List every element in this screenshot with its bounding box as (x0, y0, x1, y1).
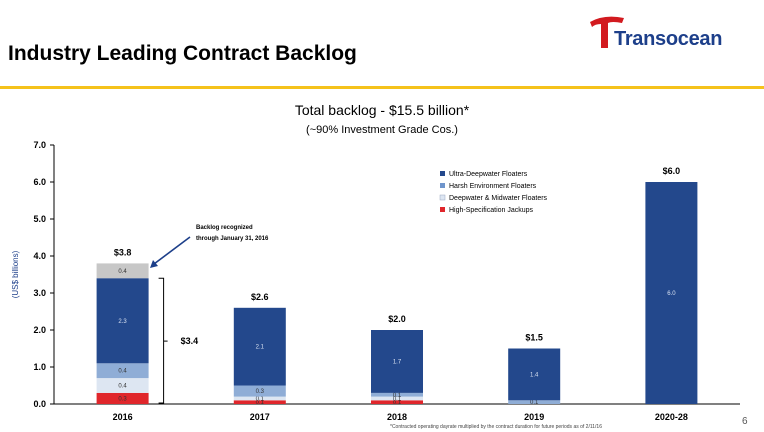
transocean-logo (590, 16, 624, 48)
bar-data-label: 2.3 (118, 319, 127, 325)
bar-segment (508, 348, 561, 401)
slide-title: Industry Leading Contract Backlog (8, 42, 357, 65)
bar-segment (233, 307, 286, 386)
x-tick-label: 2019 (524, 412, 544, 422)
legend-swatch (439, 194, 446, 201)
bar-total-label: $6.0 (663, 166, 681, 176)
y-tick-label: 6.0 (33, 177, 46, 187)
legend-entry: Deepwater & Midwater Floaters (449, 195, 548, 202)
y-tick-label: 2.0 (33, 325, 46, 335)
y-tick-label: 1.0 (33, 362, 46, 372)
legend-entry: Ultra-Deepwater Floaters (449, 171, 528, 178)
bar-data-label: 1.7 (393, 359, 402, 365)
x-tick-label: 2017 (250, 412, 270, 422)
bar-segment (233, 400, 286, 404)
footnote: *Contracted operating dayrate multiplied… (390, 424, 602, 430)
bar-total-label: $2.0 (388, 314, 406, 324)
brand-name: Transocean (614, 28, 723, 50)
bracket-label: $3.4 (181, 336, 199, 346)
page-number: 6 (742, 416, 748, 427)
bar-segment (371, 396, 423, 401)
legend-swatch (440, 171, 445, 176)
y-tick-label: 5.0 (33, 214, 46, 224)
bar-segment (96, 378, 149, 393)
callout-line-1: Backlog recognized (196, 225, 253, 231)
bar-segment (96, 263, 149, 279)
bar-segment (371, 400, 423, 404)
bar-data-label: 0.3 (118, 396, 127, 402)
x-tick-label: 2020-28 (655, 412, 688, 422)
bar-total-label: $3.8 (114, 247, 132, 257)
bar-segment (96, 278, 149, 364)
transocean-mark-icon (590, 16, 624, 48)
callout-arrow-line (153, 236, 191, 265)
chart-subtitle: (~90% Investment Grade Cos.) (306, 124, 458, 136)
y-tick-label: 4.0 (33, 251, 46, 261)
bar-data-label: 2.1 (256, 345, 265, 351)
bar-segment (508, 400, 561, 404)
legend-entry: Harsh Environment Floaters (449, 183, 537, 190)
legend-swatch (440, 207, 445, 212)
bar-data-label: 0.4 (118, 384, 127, 390)
bar-data-label: 1.4 (530, 372, 539, 378)
bar-segment (371, 392, 423, 397)
x-tick-label: 2018 (387, 412, 407, 422)
bar-data-label: 0.1 (393, 400, 402, 406)
bar-data-label: 0.1 (256, 396, 265, 402)
bar-segment (645, 182, 698, 404)
bar-data-label: 0.4 (118, 369, 127, 375)
x-tick-label: 2016 (113, 412, 133, 422)
bar-segment (371, 330, 423, 393)
bar-data-label: 0.1 (393, 393, 402, 399)
chart-title: Total backlog - $15.5 billion* (294, 102, 470, 118)
bar-segment (96, 363, 149, 379)
bar-total-label: $2.6 (251, 292, 269, 302)
bar-segment (96, 392, 149, 404)
legend-entry: High-Specification Jackups (449, 207, 534, 214)
bar-data-label: 0.1 (530, 400, 539, 406)
bar-data-label: 0.4 (118, 269, 127, 275)
bar-total-label: $1.5 (525, 333, 543, 343)
callout-line-2: through January 31, 2016 (196, 236, 269, 242)
backlog-bracket (158, 277, 165, 404)
y-axis-title: (US$ billions) (11, 250, 20, 298)
bar-segment (233, 385, 286, 397)
callout-arrowhead-icon (150, 260, 158, 268)
bar-data-label: 0.1 (256, 400, 265, 406)
bar-data-label: 0.3 (256, 389, 265, 395)
y-tick-label: 0.0 (33, 399, 46, 409)
y-tick-label: 3.0 (33, 288, 46, 298)
bar-data-label: 0.1 (393, 396, 402, 402)
y-tick-label: 7.0 (33, 140, 46, 150)
bar-data-label: 6.0 (667, 291, 676, 297)
bar-segment (233, 396, 286, 401)
accent-rule (0, 86, 764, 89)
legend-swatch (440, 183, 445, 188)
